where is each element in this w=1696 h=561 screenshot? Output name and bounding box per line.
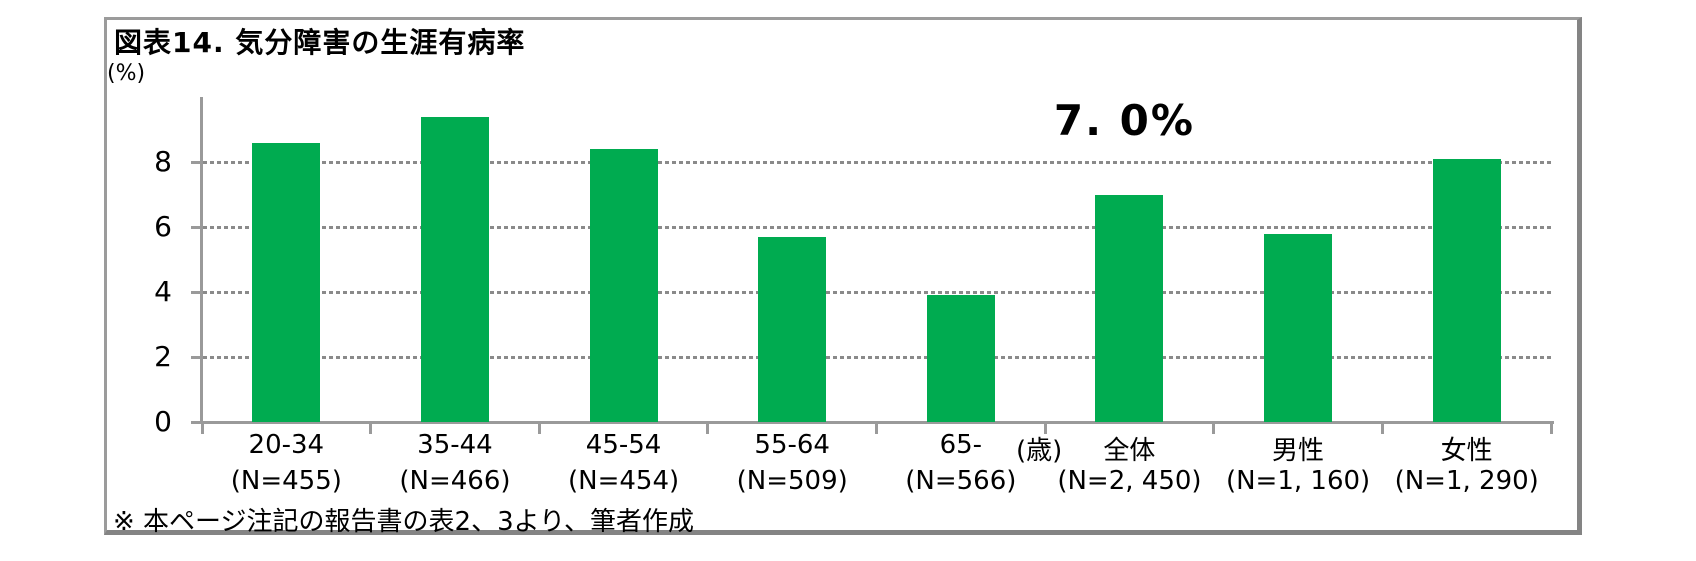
bar-20-34 [252,142,321,422]
bar-65- [926,295,995,422]
x-axis-tick-4 [875,424,878,434]
x-category-label-男性: 男性 [1272,436,1325,466]
y-tick-label-0: 0 [154,405,172,438]
x-sample-size-label-65-: (N=566) [905,466,1017,496]
y-axis-tick-2 [191,356,202,359]
x-sample-size-label-20-34: (N=455) [230,466,342,496]
bar-55-64 [758,236,827,422]
y-axis-unit-label: (%) [107,61,146,86]
x-axis-tick-2 [537,424,541,434]
x-category-label-45-54: 45-54 [585,430,662,460]
value-annotation: 7. 0% [1053,96,1195,145]
gridline-4 [203,291,1551,294]
x-axis-line [200,421,1554,424]
chart-title: 図表14. 気分障害の生涯有病率 [114,26,526,59]
x-category-label-20-34: 20-34 [248,430,325,460]
x-axis-tick-8 [1549,424,1553,434]
bar-35-44 [420,116,489,422]
bar-男性 [1264,233,1333,422]
source-footnote: ※ 本ページ注記の報告書の表2、3より、筆者作成 [113,507,695,537]
y-axis-tick-4 [191,291,202,294]
x-axis-tick-0 [200,424,204,434]
x-category-label-全体: 全体 [1103,436,1156,466]
x-axis-tick-5 [1043,424,1047,434]
x-axis-tick-3 [706,424,710,434]
x-axis-unit-label: (歳) [1015,436,1063,466]
gridline-2 [203,356,1551,359]
y-tick-label-8: 8 [154,145,172,178]
y-axis-tick-8 [191,161,202,164]
bar-45-54 [589,149,658,422]
x-category-label-65-: 65- [939,430,983,460]
y-tick-label-6: 6 [154,210,172,243]
y-axis-line [200,97,203,424]
x-sample-size-label-45-54: (N=454) [567,466,680,496]
x-sample-size-label-35-44: (N=466) [399,466,511,496]
bar-女性 [1432,158,1501,422]
y-axis-tick-0 [191,421,202,424]
bar-全体 [1095,194,1164,422]
gridline-6 [203,226,1551,229]
gridline-8 [203,161,1551,164]
y-tick-label-4: 4 [154,275,172,308]
x-axis-tick-1 [369,424,373,434]
x-axis-tick-6 [1212,424,1216,434]
x-axis-tick-7 [1380,424,1384,434]
x-category-label-55-64: 55-64 [754,430,830,460]
x-sample-size-label-女性: (N=1, 290) [1394,466,1539,496]
x-sample-size-label-男性: (N=1, 160) [1225,466,1371,496]
y-tick-label-2: 2 [154,340,172,373]
x-category-label-35-44: 35-44 [417,430,493,460]
x-category-label-女性: 女性 [1440,436,1493,466]
chart-frame [104,17,1582,535]
x-sample-size-label-55-64: (N=509) [736,466,848,496]
x-sample-size-label-全体: (N=2, 450) [1057,466,1202,496]
y-axis-tick-6 [191,226,202,229]
